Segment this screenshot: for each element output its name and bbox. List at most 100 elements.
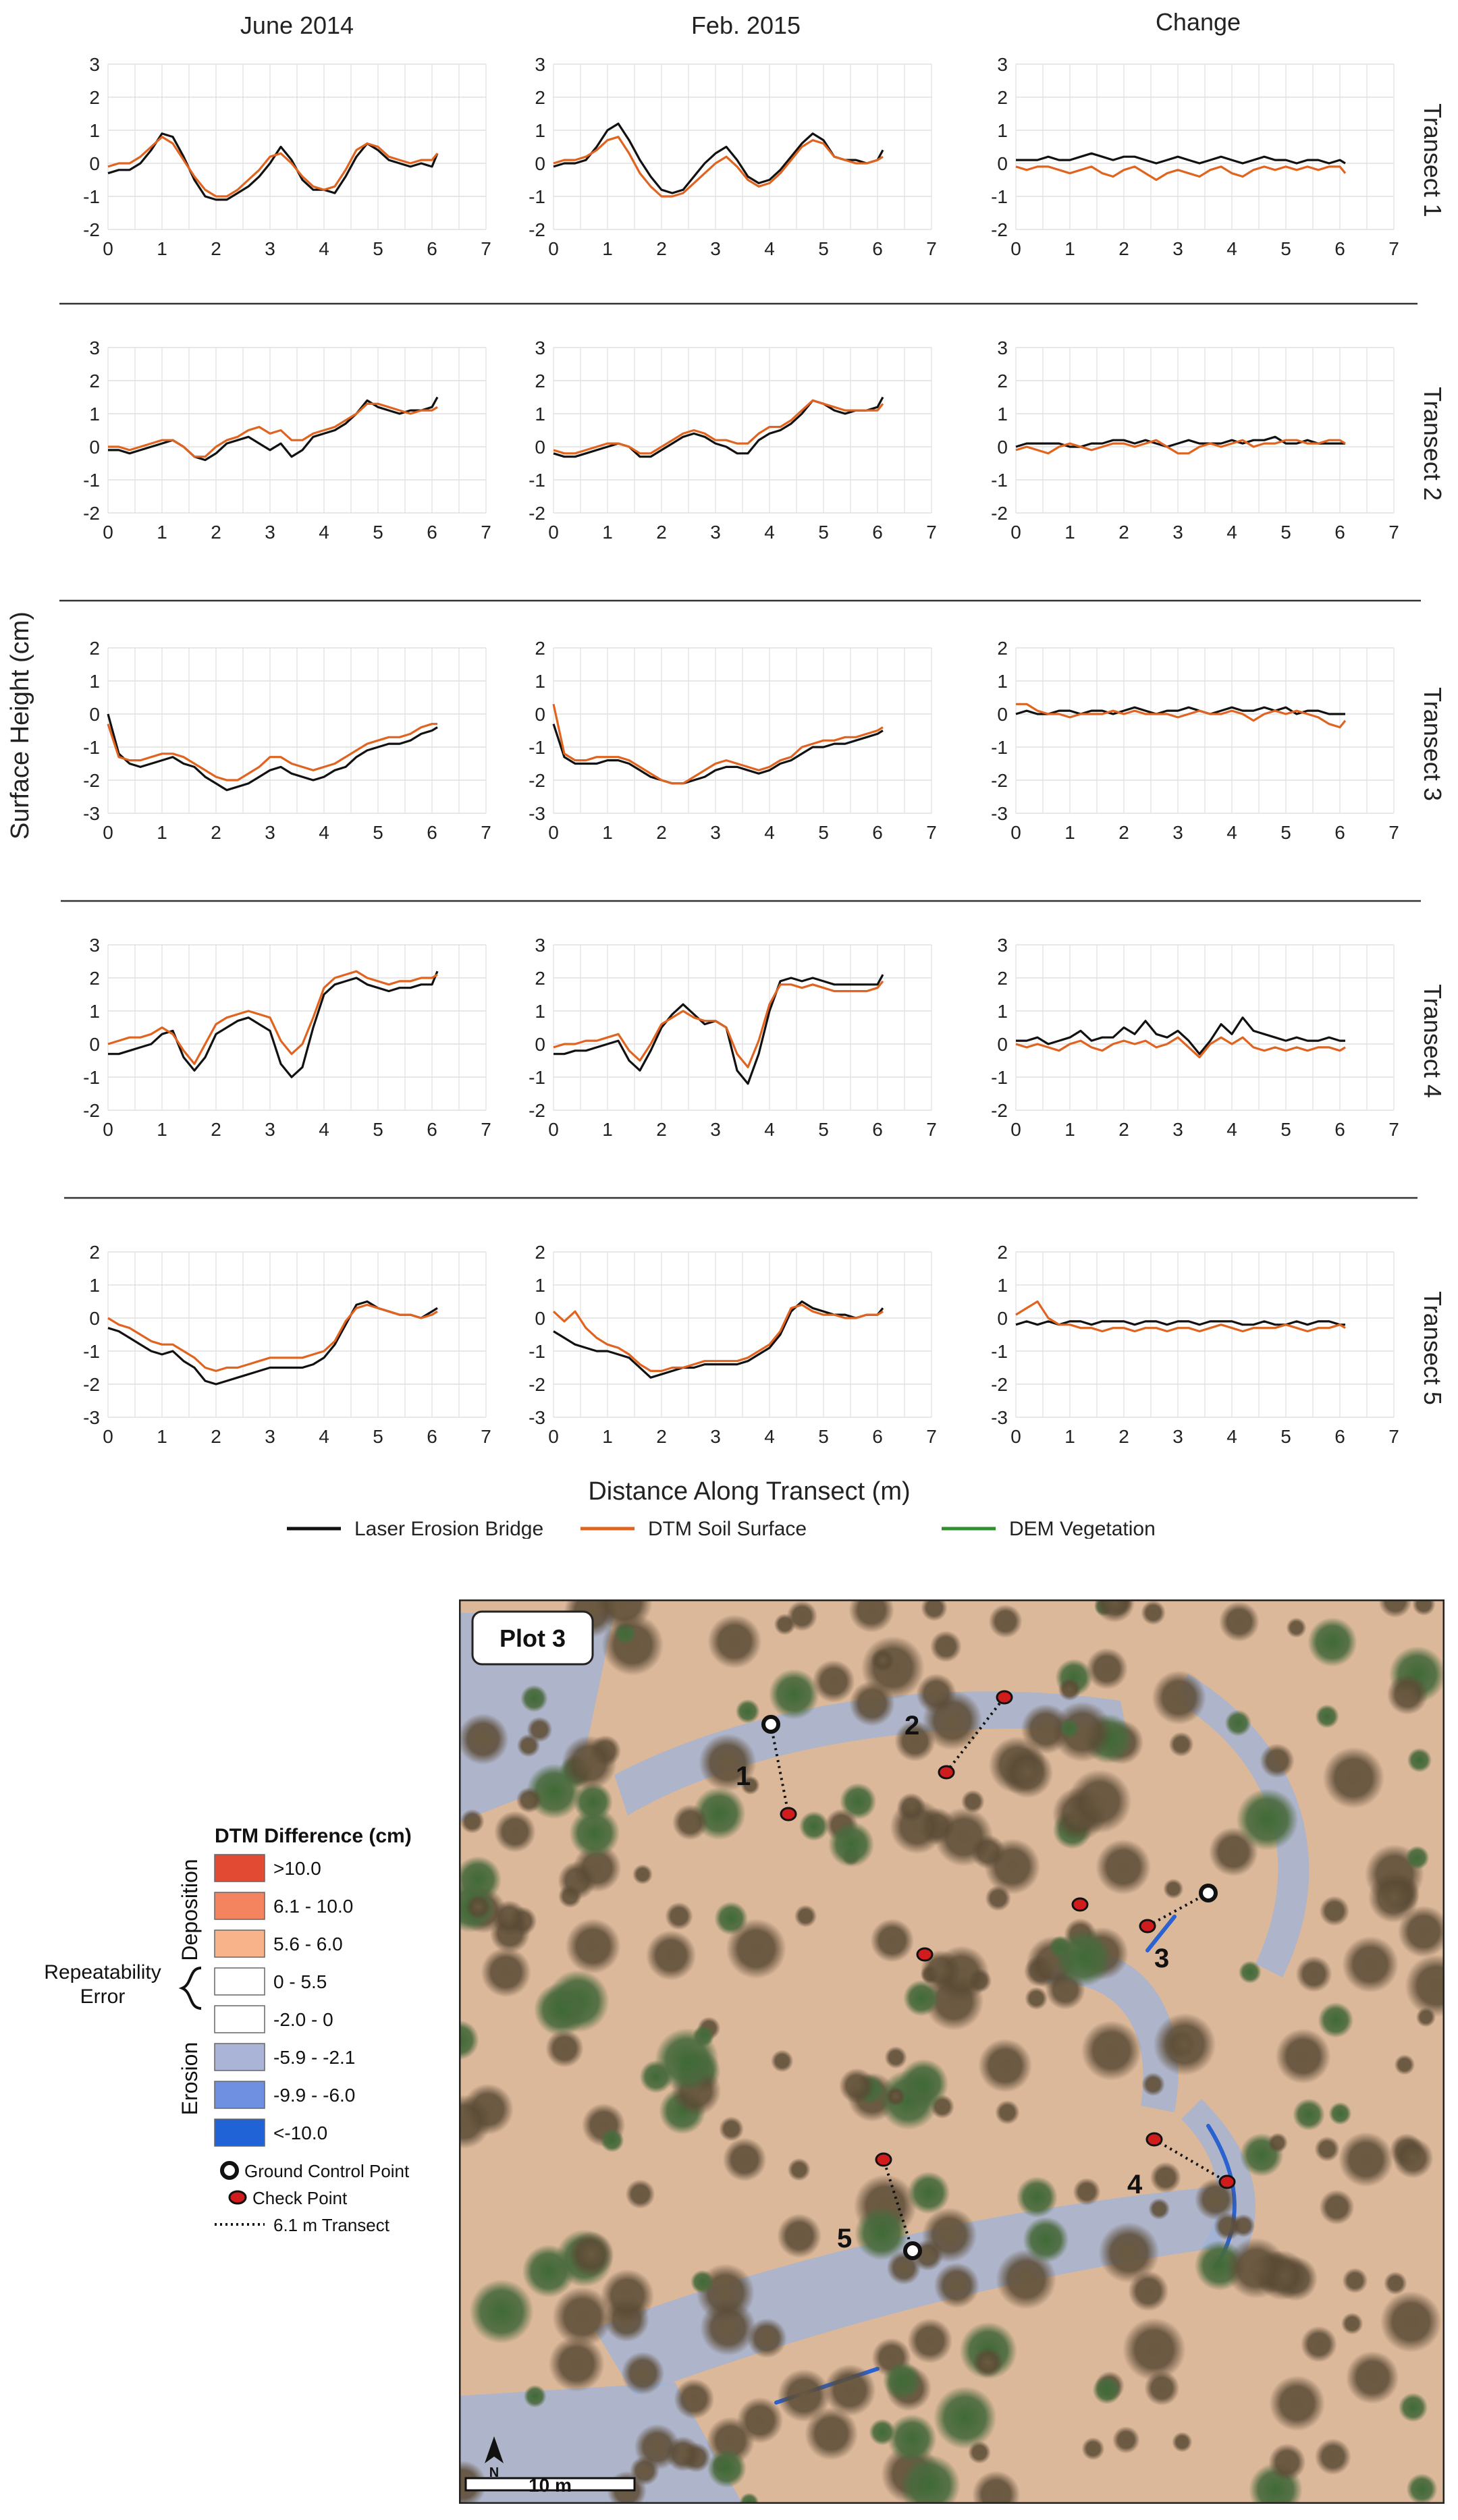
y-tick-label: 1 xyxy=(997,671,1008,692)
x-tick-label: 3 xyxy=(265,522,275,543)
shrub xyxy=(1314,2438,1351,2475)
x-tick-label: 2 xyxy=(1118,822,1129,843)
y-tick-label: 0 xyxy=(997,1034,1008,1055)
shrub xyxy=(984,1838,1041,1895)
shrub xyxy=(1293,2098,1325,2131)
series-line-laser-erosion-bridge xyxy=(553,122,884,194)
y-tick-label: -2 xyxy=(991,503,1008,524)
series-line-laser-erosion-bridge xyxy=(108,396,439,462)
group-label-deposition: Deposition xyxy=(178,1859,202,1961)
map-legend-class: 0 - 5.5 xyxy=(214,1967,327,1996)
shrub xyxy=(920,1950,961,1991)
shrub xyxy=(771,2050,794,2073)
x-tick-label: 2 xyxy=(656,522,667,543)
shrub xyxy=(1342,2268,1368,2294)
gridlines xyxy=(553,944,932,1111)
gridlines xyxy=(1015,944,1395,1111)
series-line-dtm-soil-surface xyxy=(552,1303,884,1373)
series-line-dtm-soil-surface xyxy=(1016,703,1347,729)
y-tick-label: 0 xyxy=(89,153,100,174)
y-tick-label: 0 xyxy=(535,153,545,174)
x-tick-label: 4 xyxy=(764,522,775,543)
x-tick-label: 6 xyxy=(427,1426,437,1447)
north-label: N xyxy=(489,2465,499,2480)
y-tick-label: 0 xyxy=(535,704,545,725)
x-tick-label: 7 xyxy=(926,1119,937,1140)
x-tick-label: 0 xyxy=(103,522,113,543)
shrub xyxy=(665,1902,693,1930)
x-tick-label: 0 xyxy=(1010,1426,1021,1447)
y-tick-label: 2 xyxy=(535,87,545,108)
y-tick-label: -2 xyxy=(83,503,100,524)
shrub xyxy=(654,2028,720,2093)
shrub xyxy=(1341,2312,1364,2335)
shrub xyxy=(568,2231,614,2278)
shrub xyxy=(1122,2318,1186,2382)
x-tick-label: 0 xyxy=(548,1426,559,1447)
x-tick-label: 4 xyxy=(1226,238,1237,259)
x-tick-label: 4 xyxy=(319,1426,329,1447)
shrub xyxy=(534,1982,588,2037)
x-tick-label: 3 xyxy=(265,238,275,259)
shrub xyxy=(1096,1839,1152,1895)
series-line-laser-erosion-bridge xyxy=(1016,152,1346,165)
y-tick-label: 3 xyxy=(997,935,1008,956)
y-tick-label: -2 xyxy=(83,219,100,240)
shrub xyxy=(1016,2176,1058,2218)
y-tick-label: -2 xyxy=(529,1374,545,1395)
shrub xyxy=(1415,2007,1436,2027)
y-tick-label: 2 xyxy=(89,638,100,659)
shrub xyxy=(1153,2012,1216,2076)
x-tick-label: 5 xyxy=(373,1426,383,1447)
transect-1: 1 xyxy=(736,1715,797,1821)
y-tick-label: -1 xyxy=(991,470,1008,491)
shrub xyxy=(1268,2443,1306,2481)
map-legend-class: >10.0 xyxy=(214,1854,321,1882)
shrub xyxy=(460,1809,485,1834)
shrub xyxy=(1328,2102,1352,2125)
x-tick-label: 2 xyxy=(211,822,221,843)
x-tick-label: 7 xyxy=(926,522,937,543)
shrub xyxy=(1268,2133,1288,2153)
y-tick-label: 1 xyxy=(997,404,1008,424)
map-legend-class: <-10.0 xyxy=(214,2118,327,2147)
shrub xyxy=(1380,2291,1442,2353)
check-point-icon xyxy=(780,1807,797,1821)
class-label: -5.9 - -2.1 xyxy=(273,2047,355,2068)
shrub xyxy=(1092,2375,1122,2405)
y-tick-label: 1 xyxy=(89,120,100,141)
check-point-icon xyxy=(996,1690,1013,1705)
class-swatch xyxy=(214,1892,265,1920)
shrub xyxy=(1322,1747,1385,1809)
x-tick-label: 0 xyxy=(548,822,559,843)
shrub xyxy=(794,1905,817,1927)
series-line-laser-erosion-bridge xyxy=(1015,435,1345,448)
x-tick-label: 7 xyxy=(1388,1426,1399,1447)
shrub xyxy=(1085,1647,1128,1690)
x-tick-label: 7 xyxy=(481,1426,491,1447)
x-tick-label: 0 xyxy=(1010,238,1021,259)
shrub xyxy=(632,1864,653,1885)
transect-3: 3 xyxy=(1139,1884,1218,1973)
x-tick-label: 3 xyxy=(710,1426,721,1447)
x-tick-label: 5 xyxy=(818,1119,829,1140)
shrub xyxy=(805,2407,859,2461)
shrub xyxy=(1342,1936,1399,1993)
x-tick-label: 1 xyxy=(1064,1426,1075,1447)
y-tick-label: -3 xyxy=(991,803,1008,824)
shrub xyxy=(469,2279,534,2344)
x-tick-label: 2 xyxy=(1118,522,1129,543)
y-tick-label: -3 xyxy=(991,1407,1008,1428)
y-tick-label: -1 xyxy=(529,1067,545,1088)
series-line-dtm-soil-surface xyxy=(552,703,884,785)
y-tick-label: -2 xyxy=(991,219,1008,240)
x-tick-label: 4 xyxy=(319,822,329,843)
scale-bar: 10 m xyxy=(464,2475,636,2496)
ground-control-point-icon xyxy=(761,1715,780,1734)
gridlines xyxy=(553,647,932,814)
shrub xyxy=(735,1699,760,1724)
x-tick-label: 5 xyxy=(1280,1119,1291,1140)
x-tick-label: 2 xyxy=(211,1119,221,1140)
panel-r5-c1: -3 -2 -1 0 1 2 0 1 2 3 4 5 6 7 xyxy=(83,1242,491,1447)
shrub xyxy=(907,2318,953,2364)
